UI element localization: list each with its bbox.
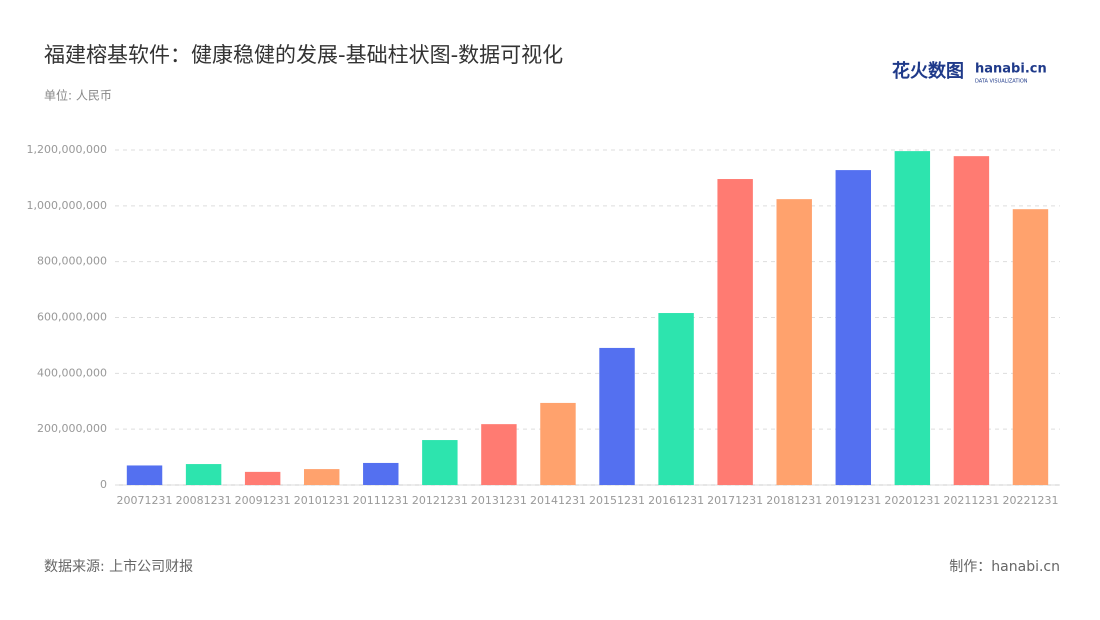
x-tick-label: 20181231 (766, 494, 822, 507)
bar (304, 469, 340, 485)
bar (481, 424, 517, 485)
x-tick-label: 20211231 (943, 494, 999, 507)
x-tick-label: 20111231 (353, 494, 409, 507)
bar (953, 156, 990, 485)
y-tick-label: 600,000,000 (37, 311, 107, 324)
bar (363, 462, 399, 485)
x-tick-label: 20191231 (825, 494, 881, 507)
y-tick-label: 200,000,000 (37, 422, 107, 435)
x-tick-label: 20091231 (235, 494, 291, 507)
x-tick-label: 20071231 (117, 494, 173, 507)
bar (1012, 209, 1049, 485)
x-tick-label: 20201231 (884, 494, 940, 507)
x-tick-label: 20171231 (707, 494, 763, 507)
chart-title: 福建榕基软件：健康稳健的发展-基础柱状图-数据可视化 (44, 43, 563, 67)
y-tick-label: 0 (100, 478, 107, 491)
chart-subtitle: 单位: 人民币 (44, 88, 112, 103)
bar (540, 402, 576, 485)
x-tick-label: 20221231 (1002, 494, 1058, 507)
y-tick-label: 800,000,000 (37, 255, 107, 268)
source: 数据来源: 上市公司财报 (44, 558, 193, 575)
x-tick-label: 20121231 (412, 494, 468, 507)
bar (894, 151, 931, 485)
x-tick-label: 20141231 (530, 494, 586, 507)
y-tick-label: 1,000,000,000 (27, 199, 107, 212)
bar (126, 465, 163, 485)
x-tick-label: 20131231 (471, 494, 527, 507)
bar (244, 471, 281, 485)
bar (599, 347, 635, 485)
bar (658, 313, 694, 485)
logo-text: 花火数图 (892, 60, 964, 82)
credit: 制作：hanabi.cn (949, 559, 1060, 575)
x-tick-label: 20081231 (176, 494, 232, 507)
x-tick-label: 20151231 (589, 494, 645, 507)
bar (717, 179, 753, 486)
bar (776, 199, 812, 485)
logo-brand: hanabi.cn (975, 62, 1047, 77)
y-tick-label: 1,200,000,000 (27, 143, 107, 156)
bar (422, 440, 458, 485)
logo-tagline: DATA VISUALIZATION (975, 79, 1028, 85)
x-tick-label: 20161231 (648, 494, 704, 507)
bar (185, 464, 222, 485)
bar (835, 170, 871, 485)
x-tick-label: 20101231 (294, 494, 350, 507)
y-tick-label: 400,000,000 (37, 366, 107, 379)
